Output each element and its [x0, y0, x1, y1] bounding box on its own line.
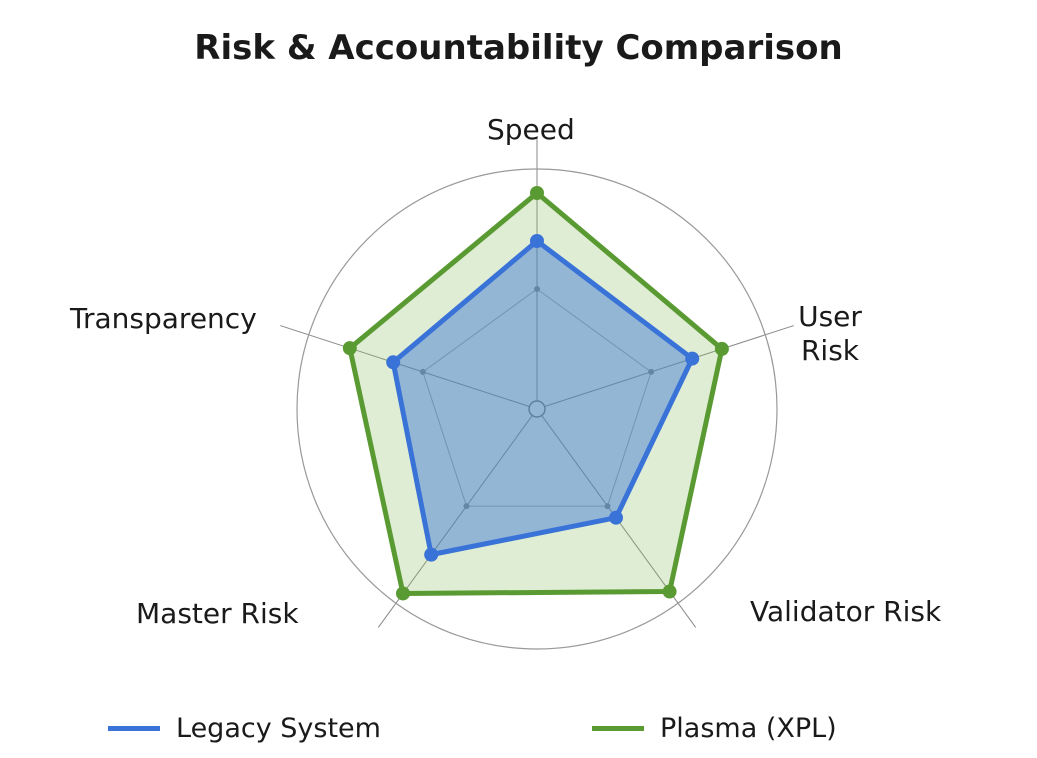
series-point — [530, 186, 544, 200]
series-point — [608, 510, 623, 525]
grid-ring — [422, 288, 652, 507]
legend-label: Plasma (XPL) — [660, 713, 837, 744]
center-ring — [528, 400, 546, 418]
grid-dot — [648, 368, 655, 375]
series-point — [342, 341, 357, 356]
series-point — [395, 586, 410, 601]
series-point — [662, 584, 677, 599]
legend-item: Plasma (XPL) — [592, 713, 837, 744]
axis-spoke — [280, 325, 530, 408]
series-area — [390, 238, 695, 558]
legend-swatch — [592, 726, 644, 731]
series-point — [386, 355, 401, 370]
grid-dot — [463, 503, 470, 510]
axis-spoke — [544, 325, 794, 408]
legend-swatch — [108, 726, 160, 731]
grid-dot — [534, 286, 540, 292]
grid-dot — [604, 503, 611, 510]
series-point — [714, 341, 729, 356]
series-point — [530, 234, 544, 248]
grid-ring — [296, 168, 778, 650]
axis-label: Master Risk — [136, 597, 299, 630]
axis-label: Validator Risk — [750, 595, 942, 628]
grid-dot — [419, 368, 426, 375]
axis-label: User Risk — [798, 300, 862, 367]
axis-label: Speed — [487, 113, 575, 146]
legend-item: Legacy System — [108, 713, 381, 744]
series-point — [424, 547, 439, 562]
series-point — [685, 351, 700, 366]
chart-title: Risk & Accountability Comparison — [194, 28, 843, 68]
axis-label: Transparency — [70, 302, 257, 335]
legend-label: Legacy System — [176, 713, 381, 744]
